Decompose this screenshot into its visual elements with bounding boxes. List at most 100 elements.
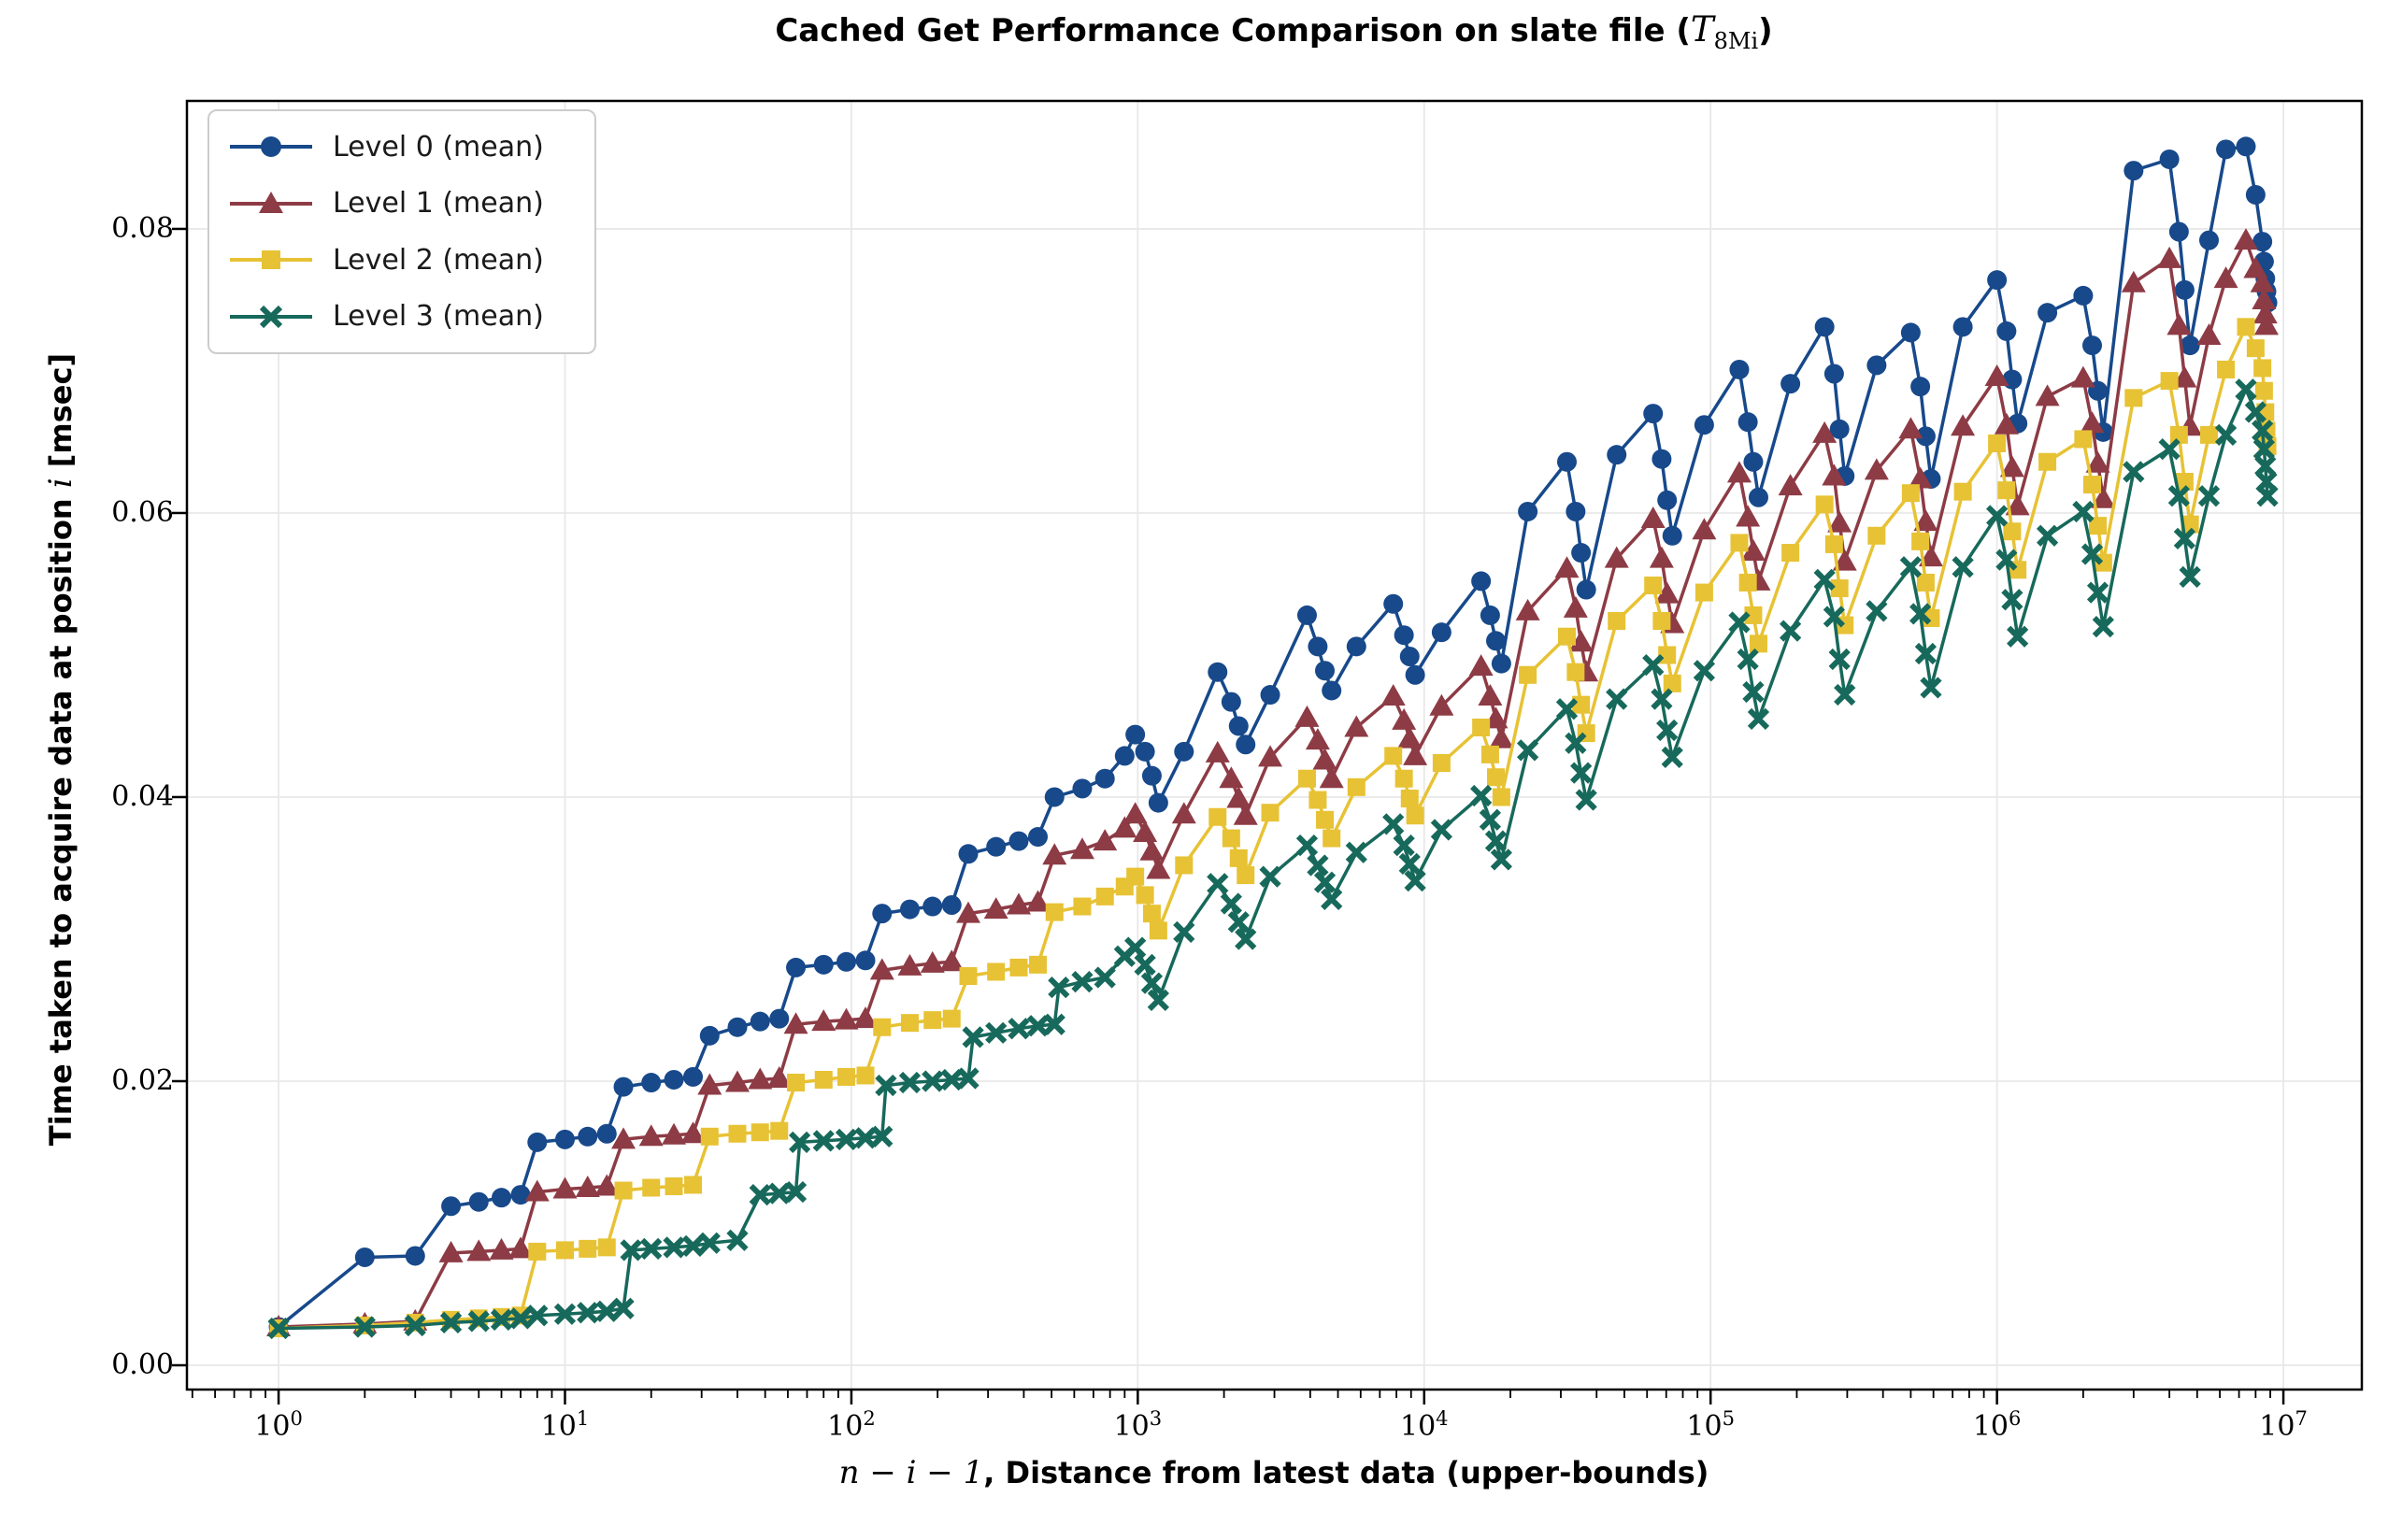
data-point-triangle	[1898, 417, 1923, 439]
x-tick-exponent: 2	[863, 1407, 876, 1430]
data-point-x	[1043, 1013, 1065, 1035]
x-tick-label: 107	[2232, 1407, 2335, 1443]
data-point-square	[1095, 887, 1114, 905]
data-point-x	[1516, 739, 1539, 762]
data-point-x	[1235, 928, 1257, 950]
data-point-circle	[2073, 285, 2094, 306]
data-point-square	[959, 967, 978, 986]
x-tick-label: 103	[1086, 1407, 1189, 1443]
x-tick-label: 101	[513, 1407, 616, 1443]
data-point-x	[490, 1308, 513, 1331]
data-point-square	[684, 1176, 703, 1194]
data-point-triangle	[1984, 364, 2009, 387]
data-point-triangle	[748, 1067, 773, 1090]
data-point-square	[1663, 674, 1681, 692]
data-point-square	[528, 1242, 547, 1261]
data-point-square	[1073, 897, 1092, 916]
data-point-x	[871, 1125, 894, 1148]
data-point-triangle	[1233, 803, 1258, 825]
data-point-circle	[786, 957, 807, 977]
x-tick-label: 106	[1946, 1407, 2049, 1443]
data-point-triangle	[811, 1009, 837, 1032]
data-point-circle	[855, 950, 876, 971]
data-point-circle	[1296, 605, 1317, 625]
data-point-circle	[1829, 419, 1850, 439]
data-point-circle	[1607, 445, 1627, 465]
data-point-triangle	[2252, 302, 2278, 324]
data-point-x	[1570, 762, 1593, 784]
x-tick-exponent: 0	[290, 1407, 303, 1430]
data-point-x	[1404, 870, 1426, 892]
x-tick-base: 10	[1972, 1410, 2009, 1443]
data-point-circle	[813, 954, 834, 975]
data-point-circle	[354, 1247, 375, 1267]
data-point-triangle	[2172, 365, 2197, 388]
data-point-x	[2001, 589, 2023, 611]
data-point-triangle	[1112, 816, 1137, 838]
data-point-circle	[596, 1123, 617, 1144]
x-tick-label: 105	[1659, 1407, 1762, 1443]
data-point-x	[1986, 505, 2009, 527]
y-axis-label-text: Time taken to acquire data at position	[43, 488, 79, 1147]
data-point-square	[2089, 517, 2108, 535]
data-point-triangle	[1864, 458, 1889, 480]
data-point-triangle	[2250, 270, 2275, 292]
data-point-circle	[769, 1008, 790, 1029]
chart-title-text: Cached Get Performance Comparison on sla…	[775, 12, 1691, 50]
data-point-circle	[554, 1129, 575, 1149]
data-point-square	[1557, 627, 1576, 646]
data-point-square	[2181, 515, 2199, 534]
data-point-circle	[441, 1196, 462, 1217]
data-point-triangle	[1133, 820, 1158, 842]
data-point-square	[1472, 718, 1491, 736]
data-point-triangle	[1740, 539, 1766, 562]
data-point-x	[2256, 485, 2279, 507]
data-point-x	[768, 1182, 791, 1205]
data-point-circle	[1027, 827, 1048, 848]
data-point-triangle	[1205, 740, 1230, 763]
data-point-triangle	[1258, 745, 1283, 767]
data-point-circle	[1518, 501, 1538, 521]
data-point-square	[1830, 579, 1849, 598]
data-point-square	[751, 1123, 769, 1142]
data-point-triangle	[1226, 786, 1251, 808]
data-point-x	[1220, 892, 1242, 915]
data-point-square	[642, 1178, 661, 1197]
data-point-circle	[1743, 451, 1764, 472]
data-point-square	[1222, 829, 1240, 848]
data-point-x	[940, 1068, 963, 1091]
data-point-circle	[641, 1073, 662, 1093]
x-tick-base: 10	[254, 1410, 291, 1443]
data-point-triangle	[1999, 455, 2024, 478]
data-point-triangle	[466, 1239, 492, 1262]
data-point-x	[1909, 603, 1932, 625]
data-point-circle	[1322, 680, 1342, 701]
data-point-square	[2124, 389, 2143, 407]
data-point-x	[509, 1307, 532, 1330]
data-point-circle	[1141, 765, 1162, 786]
data-point-square	[1261, 804, 1280, 822]
data-point-square	[1142, 905, 1161, 923]
data-point-square	[1229, 848, 1248, 867]
data-point-x	[1737, 648, 1759, 671]
data-point-square	[1308, 791, 1327, 809]
data-point-triangle	[1392, 707, 1417, 730]
data-point-square	[1394, 769, 1413, 788]
data-point-square	[2200, 425, 2219, 444]
data-point-x	[1606, 688, 1628, 710]
data-point-triangle	[1812, 421, 1837, 443]
data-point-circle	[727, 1017, 748, 1037]
data-point-square	[1730, 534, 1749, 552]
data-point-circle	[1737, 412, 1758, 433]
data-point-circle	[1910, 377, 1931, 397]
data-point-triangle	[1069, 837, 1094, 860]
data-point-circle	[1471, 571, 1492, 592]
data-point-square	[1175, 856, 1194, 875]
x-tick-base: 10	[2259, 1410, 2295, 1443]
data-point-triangle	[697, 1073, 722, 1095]
data-point-x	[1382, 813, 1405, 835]
data-point-square	[1658, 646, 1677, 664]
data-point-circle	[1866, 355, 1887, 376]
data-point-triangle	[438, 1240, 464, 1262]
